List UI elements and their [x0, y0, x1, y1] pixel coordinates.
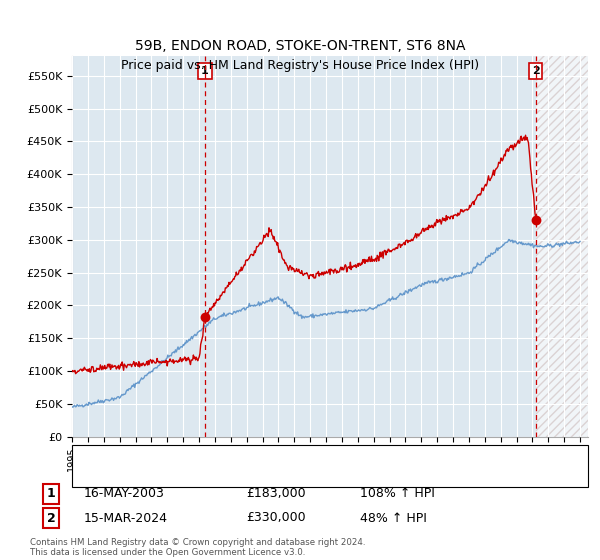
- Text: 16-MAY-2003: 16-MAY-2003: [84, 487, 165, 501]
- Text: 2: 2: [532, 66, 539, 76]
- Text: £183,000: £183,000: [246, 487, 305, 501]
- Text: 48% ↑ HPI: 48% ↑ HPI: [360, 511, 427, 525]
- Point: [200, 312, 210, 321]
- Text: 59B, ENDON ROAD, STOKE-ON-TRENT, ST6 8NA (detached house): 59B, ENDON ROAD, STOKE-ON-TRENT, ST6 8NA…: [120, 452, 462, 463]
- Point: [531, 216, 541, 225]
- Text: 2: 2: [47, 511, 55, 525]
- Text: 1: 1: [201, 66, 209, 76]
- Bar: [536, 56, 588, 437]
- Text: HPI: Average price, detached house, Stoke-on-Trent: HPI: Average price, detached house, Stok…: [120, 470, 388, 480]
- Text: £330,000: £330,000: [246, 511, 305, 525]
- Text: 1: 1: [47, 487, 55, 501]
- Text: 59B, ENDON ROAD, STOKE-ON-TRENT, ST6 8NA: 59B, ENDON ROAD, STOKE-ON-TRENT, ST6 8NA: [135, 39, 465, 53]
- Text: Price paid vs. HM Land Registry's House Price Index (HPI): Price paid vs. HM Land Registry's House …: [121, 59, 479, 72]
- Text: 108% ↑ HPI: 108% ↑ HPI: [360, 487, 435, 501]
- Text: 15-MAR-2024: 15-MAR-2024: [84, 511, 168, 525]
- Text: Contains HM Land Registry data © Crown copyright and database right 2024.
This d: Contains HM Land Registry data © Crown c…: [30, 538, 365, 557]
